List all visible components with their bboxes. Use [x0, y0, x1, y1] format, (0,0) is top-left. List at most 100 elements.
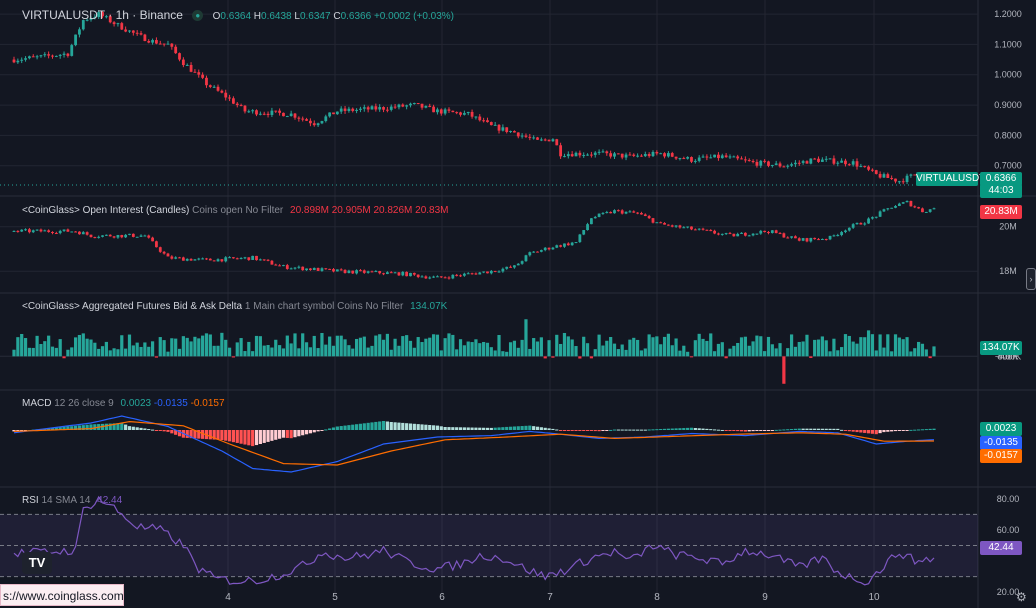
- price-candle: [351, 108, 355, 111]
- oi-candle: [220, 259, 224, 262]
- price-candle: [54, 55, 58, 57]
- macd-histogram-bar: [532, 426, 536, 430]
- symbol-title[interactable]: VIRTUALUSDT · 1h · Binance: [22, 8, 183, 22]
- macd-histogram-bar: [724, 430, 728, 431]
- price-candle: [528, 136, 532, 138]
- oi-title[interactable]: <CoinGlass> Open Interest (Candles): [22, 205, 190, 216]
- delta-bar: [801, 341, 805, 357]
- price-candle: [24, 58, 27, 60]
- oi-candle: [97, 236, 101, 238]
- price-candle: [405, 105, 409, 107]
- oi-candle: [178, 257, 181, 259]
- delta-bar: [535, 341, 540, 357]
- delta-bar: [58, 339, 62, 357]
- oi-candle: [574, 242, 578, 244]
- macd-histogram-bar: [874, 430, 878, 435]
- rsi-title[interactable]: RSI: [22, 495, 39, 506]
- macd-histogram-bar: [843, 430, 848, 431]
- oi-candle: [235, 258, 239, 260]
- macd-histogram-bar: [393, 422, 397, 430]
- macd-title[interactable]: MACD: [22, 398, 52, 409]
- price-candle: [909, 174, 913, 176]
- price-candle: [520, 135, 524, 137]
- delta-bar: [405, 335, 409, 357]
- delta-bar: [104, 341, 108, 357]
- price-candle: [462, 113, 466, 115]
- price-candle: [913, 174, 917, 176]
- macd-histogram-bar: [686, 427, 690, 430]
- oi-candle: [439, 276, 443, 278]
- price-candle: [212, 86, 216, 88]
- oi-candle: [932, 208, 936, 210]
- macd-histogram-bar: [651, 429, 655, 431]
- pane-resize-handle[interactable]: ›: [1026, 268, 1036, 290]
- macd-histogram-bar: [720, 429, 724, 431]
- oi-candle: [778, 233, 782, 235]
- macd-histogram-bar: [805, 428, 809, 430]
- macd-histogram-bar: [751, 430, 755, 432]
- oi-candle: [717, 233, 720, 235]
- price-candle: [362, 107, 366, 109]
- oi-candle: [262, 259, 266, 261]
- delta-bar: [293, 333, 297, 357]
- price-candle: [35, 56, 39, 58]
- oi-candle: [836, 235, 840, 237]
- oi-candle: [532, 251, 536, 253]
- oi-candle: [447, 277, 451, 279]
- price-candle: [101, 12, 104, 17]
- macd-histogram-bar: [378, 421, 382, 430]
- macd-histogram-bar: [747, 430, 751, 432]
- macd-histogram-bar: [809, 428, 813, 430]
- price-candle: [559, 145, 563, 157]
- oi-candle: [305, 268, 308, 271]
- price-candle: [43, 54, 47, 56]
- macd-histogram-bar: [93, 424, 97, 430]
- tradingview-logo[interactable]: TV: [22, 552, 52, 574]
- eye-icon[interactable]: ●: [192, 10, 204, 22]
- delta-tag: 134.07K: [980, 341, 1022, 355]
- change-value: +0.0002 (+0.03%): [373, 11, 455, 22]
- oi-candle: [228, 257, 231, 259]
- delta-bar: [401, 336, 405, 357]
- delta-bar: [662, 336, 667, 357]
- macd-histogram-bar: [482, 427, 486, 430]
- macd-histogram-bar: [639, 429, 644, 431]
- price-candle: [489, 122, 493, 126]
- macd-histogram-bar: [158, 430, 162, 431]
- delta-bar: [570, 339, 574, 357]
- delta-bar: [170, 338, 174, 357]
- delta-bar: [339, 335, 343, 357]
- delta-bar: [866, 330, 871, 357]
- oi-candle: [605, 212, 609, 214]
- price-candle: [162, 43, 166, 45]
- delta-bar: [701, 338, 705, 357]
- url-badge[interactable]: s://www.coinglass.com: [0, 584, 124, 606]
- delta-bar: [682, 345, 686, 357]
- price-candle: [682, 158, 686, 160]
- price-candle: [890, 177, 894, 179]
- macd-histogram-bar: [689, 427, 694, 430]
- settings-icon[interactable]: ⚙: [1016, 590, 1027, 604]
- price-candle: [416, 103, 420, 105]
- price-candle: [47, 54, 51, 56]
- delta-bar: [216, 345, 220, 357]
- delta-bar: [786, 348, 790, 357]
- price-candle: [97, 12, 101, 18]
- macd-histogram-bar: [662, 428, 667, 430]
- price-candle: [755, 161, 759, 166]
- oi-candle: [335, 269, 339, 272]
- delta-title[interactable]: <CoinGlass> Aggregated Futures Bid & Ask…: [22, 301, 243, 312]
- macd-histogram-bar: [520, 426, 524, 430]
- oi-candle: [85, 232, 89, 235]
- oi-candle: [412, 272, 416, 275]
- macd-histogram-bar: [755, 430, 759, 431]
- macd-histogram-bar: [416, 424, 420, 430]
- delta-bar: [320, 332, 324, 357]
- price-candle: [586, 154, 589, 156]
- oi-candle: [501, 268, 505, 272]
- delta-bar: [93, 342, 97, 357]
- oi-candle: [570, 242, 574, 246]
- price-candle: [436, 109, 439, 113]
- macd-histogram-bar: [77, 425, 82, 430]
